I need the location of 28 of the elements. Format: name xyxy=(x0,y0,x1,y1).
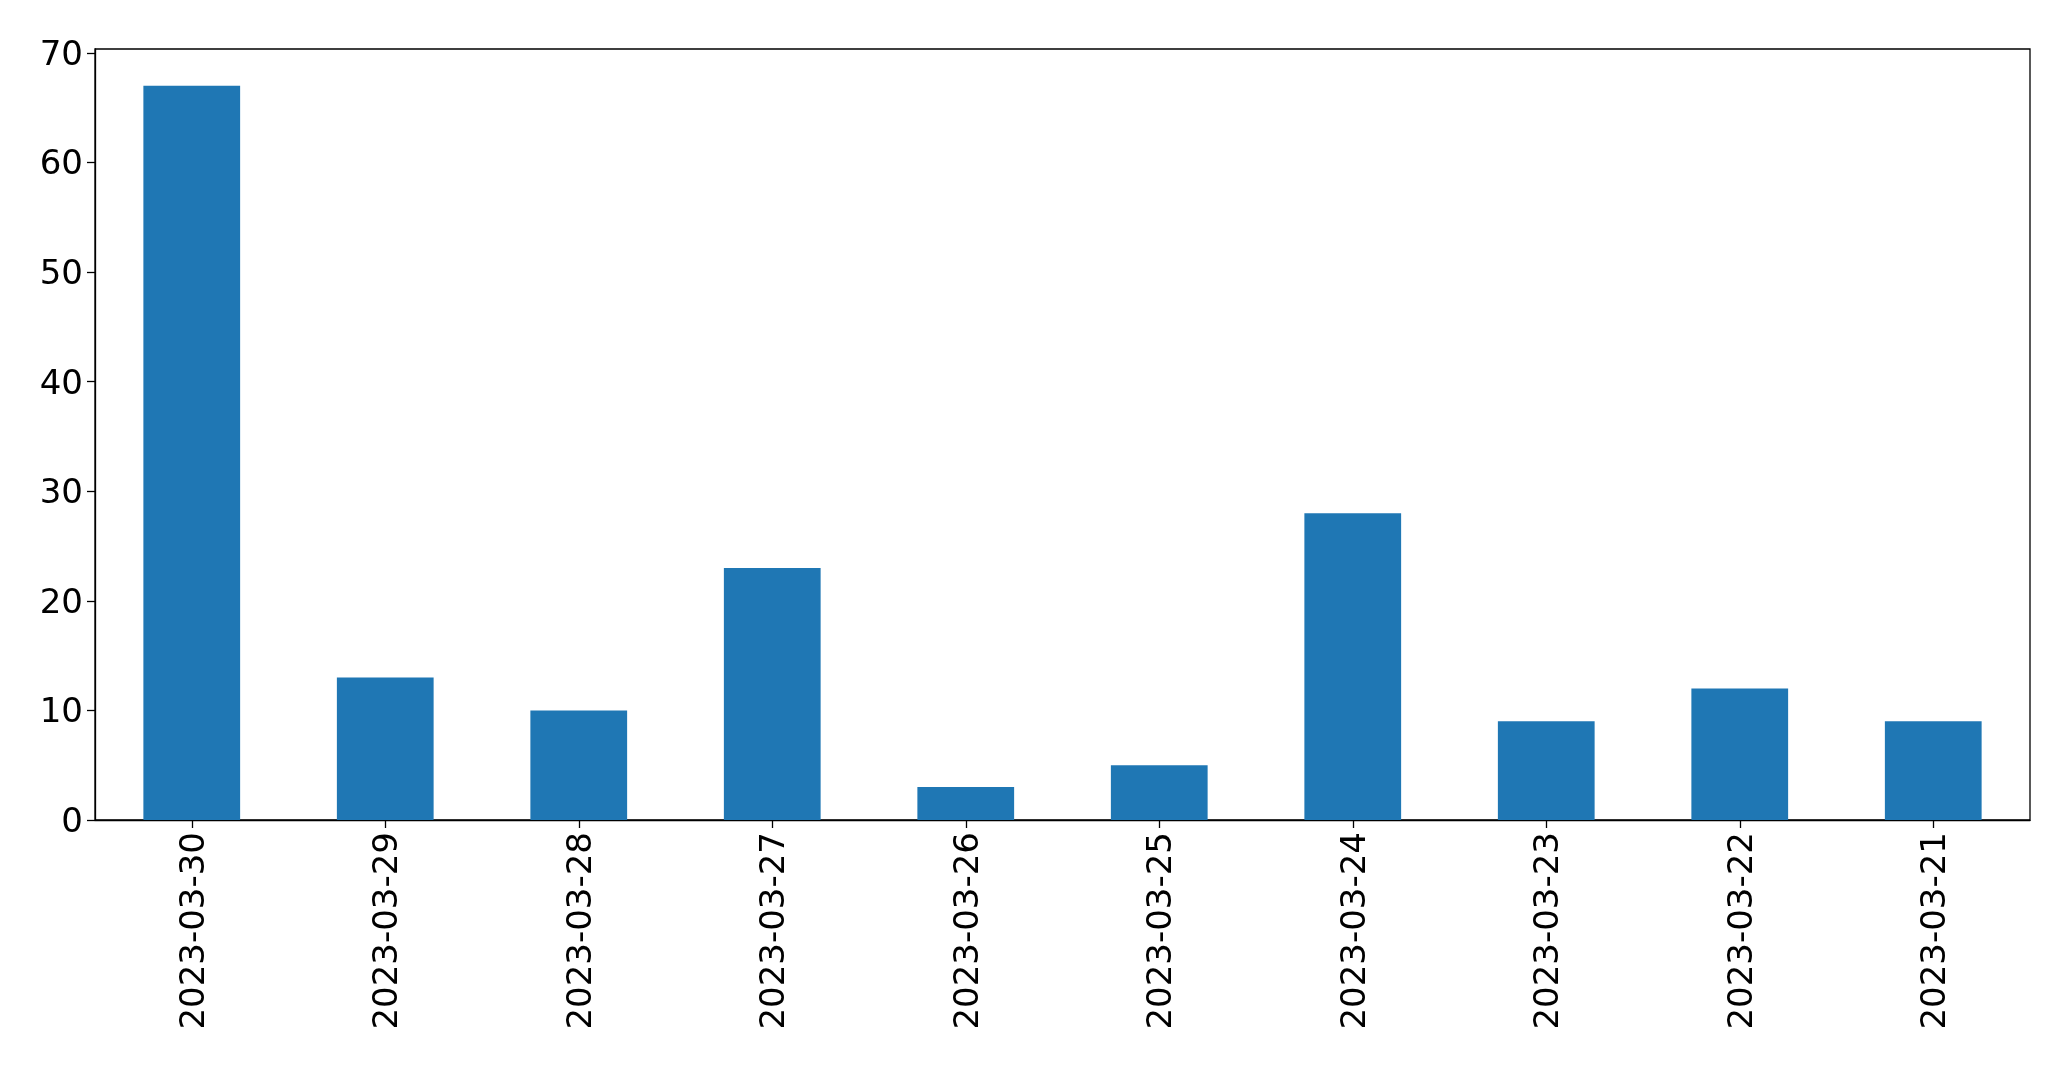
bar xyxy=(1110,765,1208,820)
x-tick-label: 2023-03-23 xyxy=(1526,832,1567,1030)
x-tick-label: 2023-03-22 xyxy=(1719,832,1760,1030)
x-tick-label: 2023-03-28 xyxy=(558,832,599,1030)
bar xyxy=(723,567,821,820)
x-tick-label: 2023-03-26 xyxy=(945,832,986,1030)
y-tick-label: 70 xyxy=(39,32,83,73)
y-tick-label: 60 xyxy=(39,142,83,183)
y-tick-label: 50 xyxy=(39,252,83,293)
bar xyxy=(1497,721,1595,820)
bar xyxy=(1304,513,1402,820)
bar xyxy=(1691,688,1789,820)
y-tick-label: 40 xyxy=(39,361,83,402)
bar xyxy=(530,710,628,820)
bar xyxy=(143,85,241,820)
y-tick-label: 10 xyxy=(39,690,83,731)
x-tick-label: 2023-03-30 xyxy=(171,832,212,1030)
x-tick-label: 2023-03-25 xyxy=(1139,832,1180,1030)
x-tick-label: 2023-03-29 xyxy=(365,832,406,1030)
y-tick-label: 20 xyxy=(39,580,83,621)
bar xyxy=(336,677,434,820)
y-tick-label: 0 xyxy=(61,800,83,840)
y-tick-label: 30 xyxy=(39,471,83,512)
bar xyxy=(917,787,1015,820)
bar xyxy=(1884,721,1982,820)
x-tick-label: 2023-03-24 xyxy=(1332,832,1373,1030)
x-tick-label: 2023-03-27 xyxy=(752,832,793,1030)
x-tick-label: 2023-03-21 xyxy=(1913,832,1954,1030)
